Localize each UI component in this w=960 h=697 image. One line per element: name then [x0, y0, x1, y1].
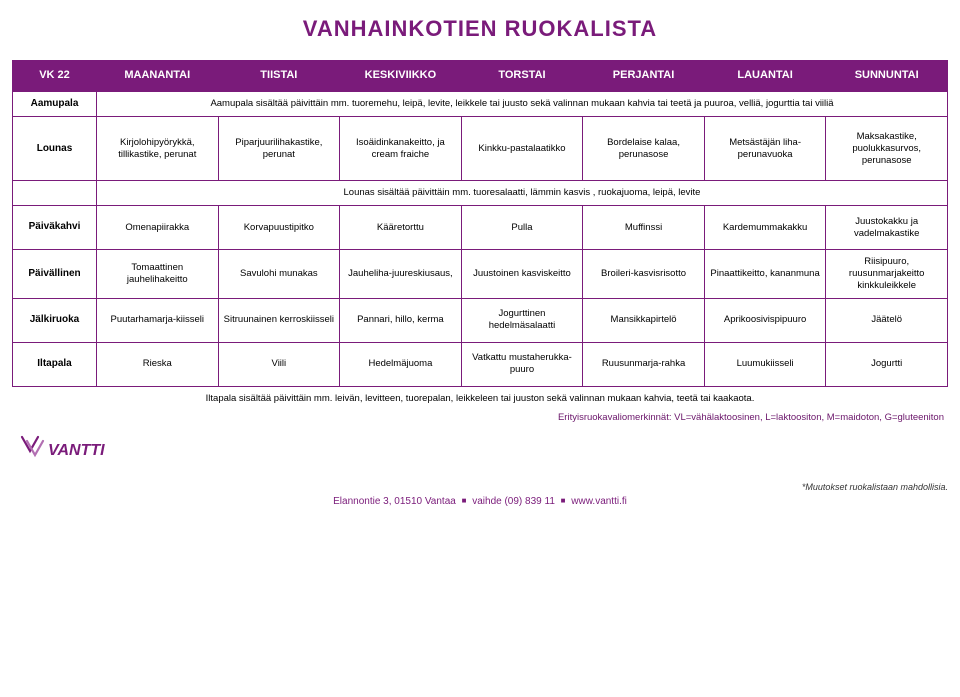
row-label: Päivällinen: [13, 250, 97, 299]
footer-url: www.vantti.fi: [571, 496, 627, 507]
day-header: MAANANTAI: [97, 61, 219, 92]
separator-icon: ■: [558, 496, 569, 505]
cell: Aprikoosivispipuuro: [704, 298, 826, 342]
cell: Pulla: [461, 206, 583, 250]
cell: Jäätelö: [826, 298, 948, 342]
logo-text: VANTTI: [48, 442, 105, 459]
aamupala-note: Aamupala sisältää päivittäin mm. tuoreme…: [97, 91, 948, 117]
lounas-note-row: Lounas sisältää päivittäin mm. tuoresala…: [13, 181, 948, 206]
cell: Rieska: [97, 342, 219, 386]
cell: Muffinssi: [583, 206, 705, 250]
cell: Tomaattinen jauhelihakeitto: [97, 250, 219, 299]
header-row: VK 22 MAANANTAI TIISTAI KESKIVIIKKO TORS…: [13, 61, 948, 92]
day-header: KESKIVIIKKO: [340, 61, 462, 92]
row-label-empty: [13, 181, 97, 206]
cell: Viili: [218, 342, 340, 386]
cell: Pinaattikeitto, kananmuna: [704, 250, 826, 299]
cell: Pannari, hillo, kerma: [340, 298, 462, 342]
row-label: Päiväkahvi: [13, 206, 97, 250]
day-header: SUNNUNTAI: [826, 61, 948, 92]
disclaimer-text: *Muutokset ruokalistaan mahdollisia.: [12, 482, 948, 492]
paivakahvi-row: Päiväkahvi Omenapiirakka Korvapuustipitk…: [13, 206, 948, 250]
logo-area: VANTTI: [12, 435, 948, 468]
cell: Jauheliha-juureskiusaus,: [340, 250, 462, 299]
footer-phone: vaihde (09) 839 11: [472, 496, 555, 507]
page-title: VANHAINKOTIEN RUOKALISTA: [12, 16, 948, 42]
row-label: Aamupala: [13, 91, 97, 117]
row-label: Iltapala: [13, 342, 97, 386]
vantti-logo: VANTTI: [20, 435, 130, 468]
cell: Broileri-kasvisrisotto: [583, 250, 705, 299]
cell: Jogurtti: [826, 342, 948, 386]
diet-note: Erityisruokavaliomerkinnät: VL=vähälakto…: [12, 410, 948, 429]
cell: Mansikkapirtelö: [583, 298, 705, 342]
day-header: TORSTAI: [461, 61, 583, 92]
row-label: Jälkiruoka: [13, 298, 97, 342]
cell: Kinkku-pastalaatikko: [461, 117, 583, 181]
cell: Isoäidinkanakeitto, ja cream fraiche: [340, 117, 462, 181]
day-header: LAUANTAI: [704, 61, 826, 92]
cell: Savulohi munakas: [218, 250, 340, 299]
cell: Juustokakku ja vadelmakastike: [826, 206, 948, 250]
cell: Jogurttinen hedelmäsalaatti: [461, 298, 583, 342]
cell: Metsästäjän liha-perunavuoka: [704, 117, 826, 181]
cell: Piparjuurilihakastike, perunat: [218, 117, 340, 181]
row-label: Lounas: [13, 117, 97, 181]
cell: Bordelaise kalaa, perunasose: [583, 117, 705, 181]
lounas-note: Lounas sisältää päivittäin mm. tuoresala…: [97, 181, 948, 206]
cell: Maksakastike, puolukkasurvos, perunasose: [826, 117, 948, 181]
cell: Hedelmäjuoma: [340, 342, 462, 386]
cell: Sitruunainen kerroskiisseli: [218, 298, 340, 342]
cell: Riisipuuro, ruusunmarjakeitto kinkkuleik…: [826, 250, 948, 299]
cell: Kardemummakakku: [704, 206, 826, 250]
day-header: TIISTAI: [218, 61, 340, 92]
cell: Ruusunmarja-rahka: [583, 342, 705, 386]
cell: Luumukiisseli: [704, 342, 826, 386]
cell: Kirjolohipyörykkä, tillikastike, perunat: [97, 117, 219, 181]
cell: Omenapiirakka: [97, 206, 219, 250]
cell: Korvapuustipitko: [218, 206, 340, 250]
separator-icon: ■: [459, 496, 470, 505]
paivallinen-row: Päivällinen Tomaattinen jauhelihakeitto …: [13, 250, 948, 299]
jalkiruoka-row: Jälkiruoka Puutarhamarja-kiisseli Sitruu…: [13, 298, 948, 342]
iltapala-footnote: Iltapala sisältää päivittäin mm. leivän,…: [12, 387, 948, 410]
cell: Juustoinen kasviskeitto: [461, 250, 583, 299]
day-header: PERJANTAI: [583, 61, 705, 92]
iltapala-row: Iltapala Rieska Viili Hedelmäjuoma Vatka…: [13, 342, 948, 386]
footer-address: Elannontie 3, 01510 Vantaa: [333, 496, 456, 507]
week-header: VK 22: [13, 61, 97, 92]
cell: Kääretorttu: [340, 206, 462, 250]
cell: Vatkattu mustaherukka-puuro: [461, 342, 583, 386]
footer-contact: Elannontie 3, 01510 Vantaa ■ vaihde (09)…: [12, 496, 948, 507]
aamupala-row: Aamupala Aamupala sisältää päivittäin mm…: [13, 91, 948, 117]
cell: Puutarhamarja-kiisseli: [97, 298, 219, 342]
menu-table: VK 22 MAANANTAI TIISTAI KESKIVIIKKO TORS…: [12, 60, 948, 387]
lounas-row: Lounas Kirjolohipyörykkä, tillikastike, …: [13, 117, 948, 181]
